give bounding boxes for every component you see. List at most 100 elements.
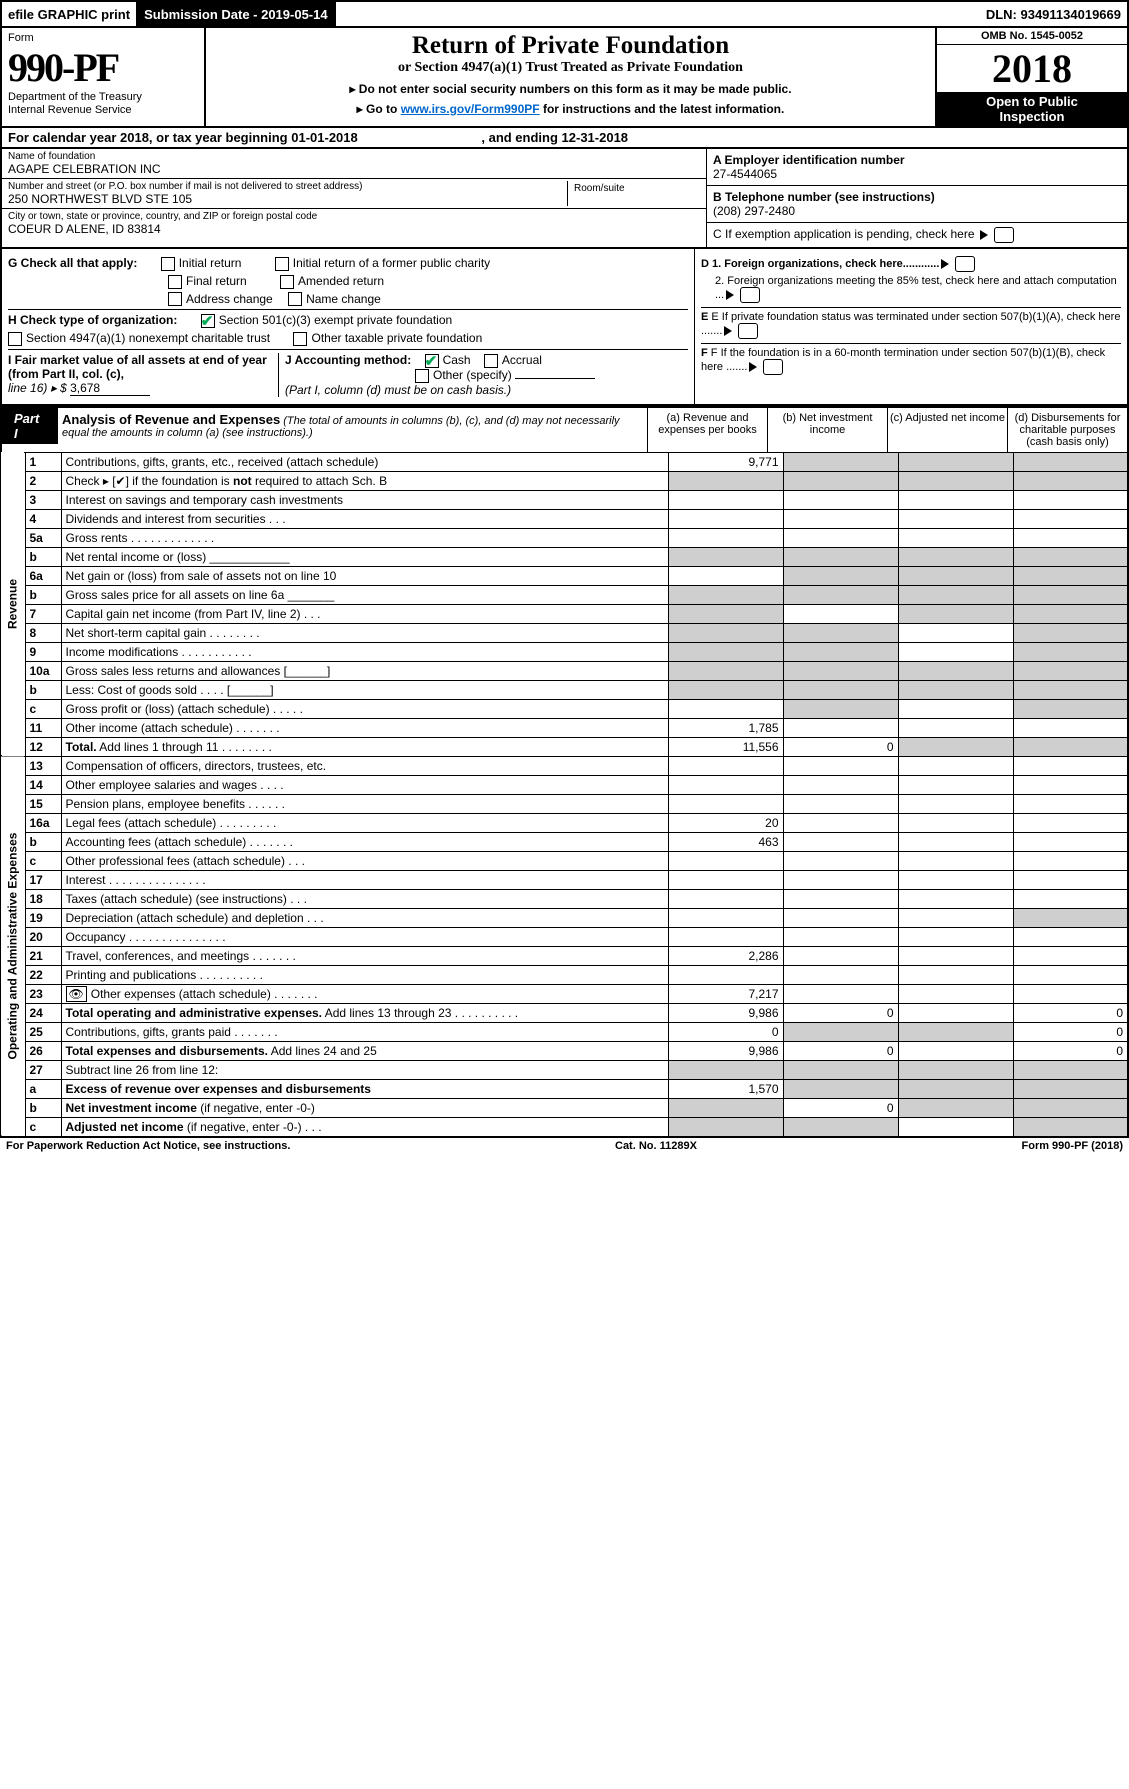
- c-checkbox[interactable]: [994, 227, 1014, 243]
- cell: [783, 946, 898, 965]
- cell: 0: [783, 1003, 898, 1022]
- 501c3-cb[interactable]: [201, 314, 215, 328]
- addr-label: Number and street (or P.O. box number if…: [8, 181, 567, 192]
- other-taxable-cb[interactable]: [293, 332, 307, 346]
- cell: [783, 1079, 898, 1098]
- cell: [783, 718, 898, 737]
- table-row: 15Pension plans, employee benefits . . .…: [1, 794, 1128, 813]
- entity-info: Name of foundationAGAPE CELEBRATION INC …: [0, 149, 1129, 249]
- cell: [783, 699, 898, 718]
- efile-print-button[interactable]: efile GRAPHIC print: [2, 0, 138, 28]
- amended-cb[interactable]: [280, 275, 294, 289]
- cell: [668, 604, 783, 623]
- cell: [898, 642, 1013, 661]
- irs-link[interactable]: www.irs.gov/Form990PF: [401, 102, 540, 116]
- cell: [898, 661, 1013, 680]
- a-label: A Employer identification number: [713, 153, 905, 167]
- cell: [668, 547, 783, 566]
- line-num: a: [25, 1079, 61, 1098]
- e-cb[interactable]: [738, 323, 758, 339]
- cell: [783, 661, 898, 680]
- cell: [898, 1079, 1013, 1098]
- cell: [898, 965, 1013, 984]
- line-desc: Net short-term capital gain . . . . . . …: [61, 623, 668, 642]
- initial-former-cb[interactable]: [275, 257, 289, 271]
- cell: [1013, 756, 1128, 775]
- cell: [898, 794, 1013, 813]
- cell: [668, 927, 783, 946]
- cell: [1013, 1117, 1128, 1137]
- other-method-cb[interactable]: [415, 369, 429, 383]
- f-cb[interactable]: [763, 359, 783, 375]
- table-row: 8Net short-term capital gain . . . . . .…: [1, 623, 1128, 642]
- instruction-1: ▸ Do not enter social security numbers o…: [212, 82, 929, 96]
- address-change-cb[interactable]: [168, 292, 182, 306]
- cell: [1013, 642, 1128, 661]
- cell: [1013, 870, 1128, 889]
- line-num: 24: [25, 1003, 61, 1022]
- f-label: F If the foundation is in a 60-month ter…: [701, 347, 1105, 373]
- cell: [898, 870, 1013, 889]
- form-title: Return of Private Foundation: [212, 32, 929, 60]
- cash-cb[interactable]: [425, 354, 439, 368]
- initial-return-cb[interactable]: [161, 257, 175, 271]
- cell: [898, 718, 1013, 737]
- line-desc: Other employee salaries and wages . . . …: [61, 775, 668, 794]
- table-row: 16aLegal fees (attach schedule) . . . . …: [1, 813, 1128, 832]
- final-return-cb[interactable]: [168, 275, 182, 289]
- cell: [1013, 927, 1128, 946]
- line-desc: Interest . . . . . . . . . . . . . . .: [61, 870, 668, 889]
- table-row: 22Printing and publications . . . . . . …: [1, 965, 1128, 984]
- cell: [1013, 661, 1128, 680]
- arrow-icon: [980, 230, 988, 240]
- line-desc: Excess of revenue over expenses and disb…: [61, 1079, 668, 1098]
- dln: DLN: 93491134019669: [336, 0, 1127, 28]
- name-change-cb[interactable]: [288, 292, 302, 306]
- cell: [898, 984, 1013, 1003]
- e-label: E If private foundation status was termi…: [701, 311, 1120, 337]
- accrual-cb[interactable]: [484, 354, 498, 368]
- arrow-icon: [724, 326, 732, 336]
- line-desc: Capital gain net income (from Part IV, l…: [61, 604, 668, 623]
- line-num: c: [25, 1117, 61, 1137]
- d2-cb[interactable]: [740, 287, 760, 303]
- cell: [668, 623, 783, 642]
- cell: [898, 699, 1013, 718]
- cell: 0: [783, 1098, 898, 1117]
- cell: [1013, 680, 1128, 699]
- cell: [668, 775, 783, 794]
- cell: 20: [668, 813, 783, 832]
- line-num: 7: [25, 604, 61, 623]
- cell: [783, 509, 898, 528]
- part1-label: Part I: [2, 408, 58, 444]
- cell: [898, 566, 1013, 585]
- cell: [1013, 794, 1128, 813]
- cell: [1013, 832, 1128, 851]
- cell: [898, 756, 1013, 775]
- cat-no: Cat. No. 11289X: [615, 1140, 697, 1152]
- line-num: 8: [25, 623, 61, 642]
- cell: [898, 547, 1013, 566]
- line-desc: Net rental income or (loss) ____________: [61, 547, 668, 566]
- cell: [1013, 547, 1128, 566]
- line-desc: Gross profit or (loss) (attach schedule)…: [61, 699, 668, 718]
- dept-treasury: Department of the TreasuryInternal Reven…: [8, 91, 198, 117]
- cell: [1013, 1079, 1128, 1098]
- fmv-value: 3,678: [70, 381, 150, 396]
- col-d-header: (d) Disbursements for charitable purpose…: [1008, 408, 1127, 452]
- cell: [898, 680, 1013, 699]
- line-num: 5a: [25, 528, 61, 547]
- cell: [668, 1117, 783, 1137]
- line-desc: Income modifications . . . . . . . . . .…: [61, 642, 668, 661]
- line-desc: Pension plans, employee benefits . . . .…: [61, 794, 668, 813]
- form-label: Form: [8, 32, 198, 44]
- line-num: b: [25, 832, 61, 851]
- 4947-cb[interactable]: [8, 332, 22, 346]
- table-row: 27Subtract line 26 from line 12:: [1, 1060, 1128, 1079]
- cell: 11,556: [668, 737, 783, 756]
- d1-cb[interactable]: [955, 256, 975, 272]
- cell: [668, 680, 783, 699]
- cell: [668, 642, 783, 661]
- cell: [898, 832, 1013, 851]
- top-bar: efile GRAPHIC print Submission Date - 20…: [0, 0, 1129, 28]
